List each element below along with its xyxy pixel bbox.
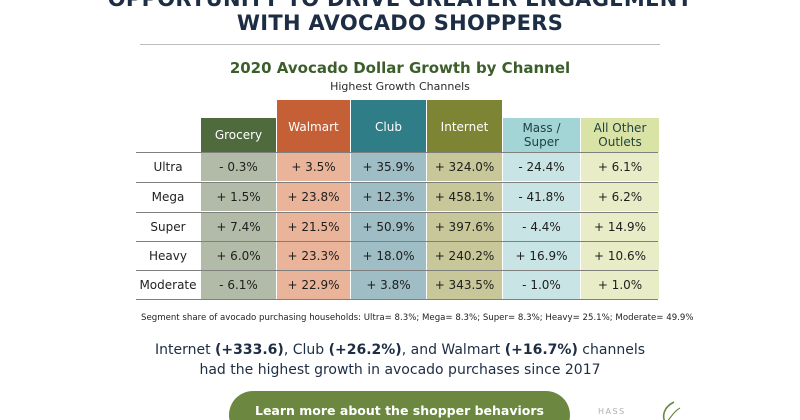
table-cell: + 22.9% — [277, 270, 350, 299]
learn-more-button[interactable]: Learn more about the shopper behaviors d… — [229, 391, 570, 420]
column-header-label: Club — [375, 120, 402, 134]
table-cell: + 6.1% — [581, 152, 659, 181]
table-cell: + 10.6% — [581, 241, 659, 270]
table-cell: + 6.0% — [201, 241, 276, 270]
summary-text: Internet — [154, 342, 216, 358]
table-cell: + 240.2% — [427, 241, 502, 270]
column-header-label: Super — [523, 135, 560, 149]
table-cell: + 1.0% — [581, 270, 659, 299]
table-cell: + 23.8% — [277, 182, 350, 211]
row-label: Heavy — [149, 248, 187, 263]
table-cell: - 41.8% — [503, 182, 580, 211]
table-cell: - 0.3% — [201, 152, 276, 181]
column-header: All Other Outlets — [581, 118, 659, 152]
column-header: Internet — [427, 100, 502, 152]
row-divider — [136, 182, 658, 183]
column-header-label: Outlets — [598, 135, 642, 149]
summary-value-walmart: (+16.7%) — [504, 342, 578, 358]
summary-text: , Club — [283, 342, 329, 358]
table-subtitle: Highest Growth Channels — [330, 80, 470, 93]
table-cell: + 3.5% — [277, 152, 350, 181]
row-label: Moderate — [139, 277, 197, 292]
footnote: Segment share of avocado purchasing hous… — [141, 313, 694, 323]
column-header-label: Internet — [440, 120, 489, 134]
table-cell: + 16.9% — [503, 241, 580, 270]
headline-line-1: OPPORTUNITY TO DRIVE GREATER ENGAGEMENT — [0, 0, 800, 11]
summary-text: channels — [577, 342, 646, 358]
column-header: Club — [351, 100, 426, 152]
table-cell: - 6.1% — [201, 270, 276, 299]
row-divider — [136, 212, 658, 213]
summary-line-1: Internet (+333.6), Club (+26.2%), and Wa… — [0, 342, 800, 358]
row-label: Super — [150, 219, 186, 234]
table-cell: + 7.4% — [201, 212, 276, 241]
summary-value-internet: (+333.6) — [215, 342, 284, 358]
table-cell: + 23.3% — [277, 241, 350, 270]
column-header: Walmart — [277, 100, 350, 152]
summary-line-2: had the highest growth in avocado purcha… — [199, 362, 601, 378]
row-divider — [136, 270, 658, 271]
brand-logo-text: HASS — [598, 407, 626, 416]
table-cell: + 12.3% — [351, 182, 426, 211]
table-cell: + 458.1% — [427, 182, 502, 211]
column-header: Grocery — [201, 118, 276, 152]
column-header-label: Walmart — [288, 120, 339, 134]
row-label: Mega — [151, 189, 185, 204]
column-header-label: All Other — [593, 121, 647, 135]
summary-value-club: (+26.2%) — [328, 342, 402, 358]
table-cell: - 24.4% — [503, 152, 580, 181]
table-cell: + 3.8% — [351, 270, 426, 299]
column-header-label: Grocery — [214, 128, 263, 142]
row-divider — [136, 152, 658, 153]
table-cell: + 6.2% — [581, 182, 659, 211]
table-title: 2020 Avocado Dollar Growth by Channel — [229, 59, 571, 77]
table-cell: + 50.9% — [351, 212, 426, 241]
table-cell: + 14.9% — [581, 212, 659, 241]
table-cell: - 4.4% — [503, 212, 580, 241]
row-label: Ultra — [153, 159, 183, 174]
table-cell: + 35.9% — [351, 152, 426, 181]
table-cell: + 21.5% — [277, 212, 350, 241]
table-cell: + 324.0% — [427, 152, 502, 181]
headline-line-2: WITH AVOCADO SHOPPERS — [236, 11, 564, 35]
table-cell: - 1.0% — [503, 270, 580, 299]
table-cell: + 18.0% — [351, 241, 426, 270]
summary-text: , and Walmart — [401, 342, 505, 358]
row-divider — [136, 299, 658, 300]
table-cell: + 1.5% — [201, 182, 276, 211]
column-header: Mass / Super — [503, 118, 580, 152]
row-divider — [136, 241, 658, 242]
column-header-label: Mass / — [522, 121, 561, 135]
table-cell: + 397.6% — [427, 212, 502, 241]
table-cell: + 343.5% — [427, 270, 502, 299]
divider — [140, 44, 660, 45]
avocado-leaf-icon — [662, 401, 681, 420]
